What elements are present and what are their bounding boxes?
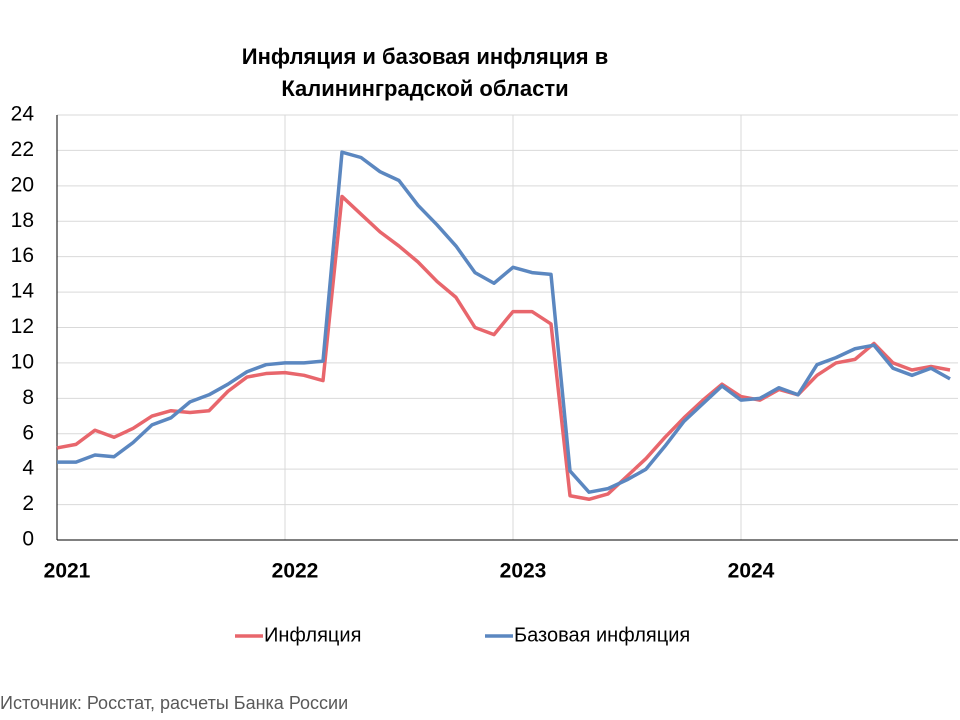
x-tick-label: 2022 (272, 560, 319, 583)
y-tick-label: 6 (22, 421, 34, 444)
source-note: Источник: Росстат, расчеты Банка России (0, 693, 348, 713)
x-tick-label: 2023 (500, 560, 547, 583)
y-tick-label: 2 (22, 492, 34, 515)
chart-title: Калининградской области (281, 76, 568, 101)
series-line (57, 150, 951, 494)
y-tick-label: 20 (11, 173, 34, 196)
x-tick-label: 2021 (44, 560, 91, 583)
y-tick-label: 24 (11, 103, 35, 126)
y-tick-label: 0 (22, 528, 34, 551)
y-tick-label: 4 (22, 457, 34, 480)
chart-title: Инфляция и базовая инфляция в (242, 44, 608, 69)
series-line (56, 194, 951, 502)
y-tick-label: 14 (11, 280, 35, 303)
y-tick-label: 22 (11, 138, 34, 161)
y-tick-label: 16 (11, 244, 34, 267)
legend-label: Инфляция (264, 624, 361, 646)
x-tick-label: 2024 (728, 560, 775, 583)
y-tick-label: 8 (22, 386, 34, 409)
legend-label: Базовая инфляция (514, 624, 690, 646)
y-tick-label: 10 (11, 350, 34, 373)
y-tick-label: 12 (11, 315, 34, 338)
y-tick-label: 18 (11, 209, 34, 232)
